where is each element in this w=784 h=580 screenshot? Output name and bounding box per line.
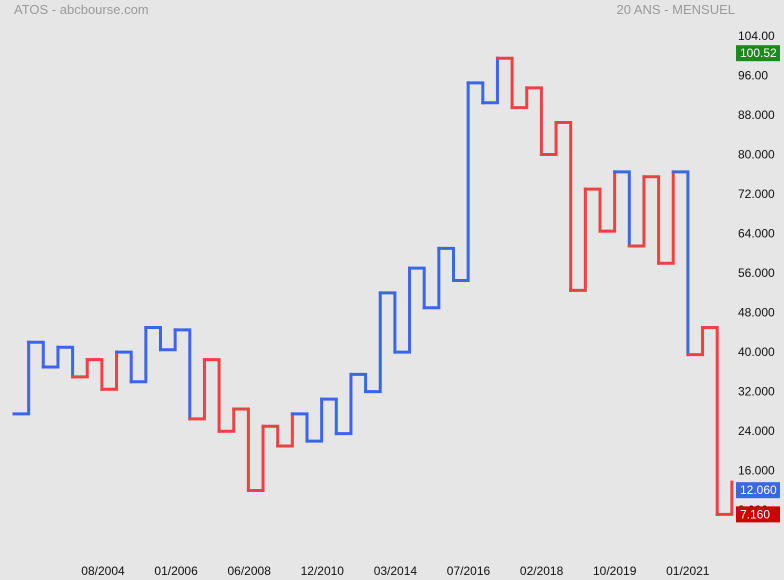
y-tick-label: 16.000 — [738, 464, 775, 478]
kagi-segment — [115, 350, 133, 384]
x-tick-label: 10/2019 — [593, 564, 637, 578]
kagi-segment — [671, 170, 690, 357]
y-tick-label: 72.000 — [738, 187, 775, 201]
kagi-segment — [481, 56, 499, 105]
kagi-segment — [627, 175, 646, 248]
chart-title: ATOS - abcbourse.com — [14, 2, 149, 17]
kagi-segment — [320, 397, 338, 436]
kagi-segment — [217, 407, 236, 433]
y-tick-label: 104.00 — [738, 29, 775, 43]
kagi-segment — [364, 291, 382, 394]
kagi-segment — [569, 187, 587, 292]
kagi-segment — [701, 325, 719, 516]
kagi-segment — [613, 170, 631, 248]
down-marker-badge: 7.160 — [740, 507, 770, 521]
kagi-segment — [12, 340, 31, 416]
kagi-segment — [232, 407, 250, 492]
x-tick-label: 12/2010 — [301, 564, 345, 578]
kagi-segment — [495, 56, 514, 110]
kagi-segment — [349, 372, 368, 394]
y-tick-label: 64.000 — [738, 227, 775, 241]
kagi-segment — [466, 81, 485, 105]
kagi-segment — [144, 325, 162, 352]
chart-period: 20 ANS - MENSUEL — [616, 2, 736, 17]
last-value-badge-bg — [736, 45, 780, 62]
x-tick-label: 03/2014 — [374, 564, 418, 578]
kagi-segment — [27, 340, 45, 369]
kagi-segment — [56, 345, 75, 379]
up-marker-badge-bg — [736, 482, 780, 499]
kagi-segment — [305, 397, 324, 443]
y-tick-label: 40.000 — [738, 345, 775, 359]
kagi-segment — [657, 170, 675, 265]
kagi-segment — [715, 480, 734, 516]
kagi-segment — [334, 372, 353, 436]
kagi-segment — [686, 325, 705, 357]
x-tick-label: 02/2018 — [520, 564, 564, 578]
down-marker-badge-bg — [736, 506, 780, 523]
kagi-segment — [598, 170, 617, 233]
y-tick-label: 88.000 — [738, 108, 775, 122]
kagi-segment — [290, 412, 309, 443]
kagi-segment — [378, 291, 397, 354]
kagi-segment — [129, 325, 148, 384]
kagi-segment — [85, 358, 104, 391]
y-axis: 8.00016.00024.00032.00040.00048.00056.00… — [738, 29, 775, 517]
y-tick-label: 32.000 — [738, 385, 775, 399]
y-tick-label: 48.000 — [738, 306, 775, 320]
x-tick-label: 08/2004 — [81, 564, 125, 578]
kagi-segment — [510, 86, 529, 110]
up-marker-badge: 12.060 — [740, 483, 777, 497]
y-tick-label: 96.00 — [738, 69, 768, 83]
kagi-segment — [41, 345, 60, 369]
kagi-segment — [246, 424, 265, 492]
kagi-segment — [452, 81, 470, 283]
kagi-segment — [408, 266, 426, 310]
kagi-segment — [539, 120, 558, 157]
kagi-segment — [583, 187, 602, 233]
kagi-segment — [393, 266, 412, 354]
kagi-segment — [100, 350, 119, 391]
value-badges: 100.52 12.060 7.160 — [736, 45, 780, 523]
x-tick-label: 07/2016 — [447, 564, 491, 578]
y-tick-label: 56.000 — [738, 266, 775, 280]
y-tick-label: 80.000 — [738, 148, 775, 162]
kagi-segment — [642, 175, 661, 265]
kagi-segment — [71, 358, 89, 379]
kagi-segment — [202, 358, 221, 433]
x-tick-label: 01/2006 — [154, 564, 198, 578]
y-tick-label: 24.000 — [738, 424, 775, 438]
x-axis: 08/2004 01/2006 06/2008 12/2010 03/2014 07/20… — [81, 564, 710, 578]
kagi-segment — [437, 246, 455, 283]
x-tick-label: 06/2008 — [228, 564, 272, 578]
kagi-segment — [525, 86, 543, 157]
x-tick-label: 01/2021 — [666, 564, 710, 578]
plot-area — [12, 56, 734, 516]
kagi-segment — [159, 328, 177, 352]
kagi-segment — [422, 246, 441, 310]
kagi-segment — [188, 358, 206, 421]
kagi-segment — [276, 412, 294, 448]
kagi-segment — [261, 424, 280, 448]
kagi-segment — [554, 120, 573, 292]
last-value-badge: 100.52 — [740, 46, 777, 60]
kagi-segment — [173, 328, 192, 421]
